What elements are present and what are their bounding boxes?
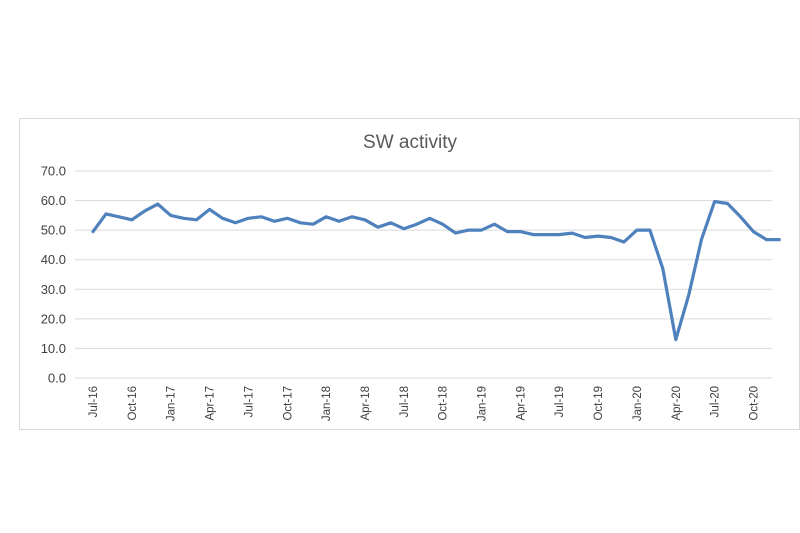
x-tick-label: Apr-19 xyxy=(515,386,527,421)
y-tick-label: 70.0 xyxy=(41,164,66,179)
x-tick-label: Apr-20 xyxy=(671,386,683,421)
series-line-0 xyxy=(91,199,781,342)
chart-container: SW activity 0.0 10.0 20.0 30.0 40.0 50.0 60.0 7… xyxy=(19,118,800,430)
y-tick-label: 50.0 xyxy=(41,223,66,238)
y-tick-label: 0.0 xyxy=(48,371,66,386)
x-tick-label: Oct-19 xyxy=(593,386,605,421)
x-tick-label: Jul-16 xyxy=(88,386,100,417)
x-tick-label: Jan-18 xyxy=(321,386,333,421)
chart-title: SW activity xyxy=(363,132,457,153)
line-chart: SW activity 0.0 10.0 20.0 30.0 40.0 50.0 60.0 7… xyxy=(41,132,781,421)
x-tick-label: Oct-18 xyxy=(438,386,450,421)
x-tick-label: Jul-20 xyxy=(710,386,722,417)
x-tick-label: Jul-18 xyxy=(399,386,411,417)
x-tick-label: Oct-20 xyxy=(748,386,760,421)
y-tick-label: 20.0 xyxy=(41,311,66,326)
x-axis-tick-labels: Jul-16 Oct-16 Jan-17 Apr-17 Jul-17 Oct-17 Jan-… xyxy=(88,386,760,421)
y-tick-label: 30.0 xyxy=(41,282,66,297)
x-tick-label: Apr-17 xyxy=(205,386,217,421)
x-tick-label: Apr-18 xyxy=(360,386,372,421)
y-tick-label: 10.0 xyxy=(41,341,66,356)
y-tick-label: 60.0 xyxy=(41,193,66,208)
x-tick-label: Oct-17 xyxy=(282,386,294,421)
x-tick-label: Oct-16 xyxy=(127,386,139,421)
y-axis-tick-labels: 0.0 10.0 20.0 30.0 40.0 50.0 60.0 70.0 xyxy=(41,164,66,386)
x-tick-label: Jul-19 xyxy=(554,386,566,417)
x-tick-label: Jan-17 xyxy=(166,386,178,421)
gridlines xyxy=(75,170,772,379)
y-tick-label: 40.0 xyxy=(41,252,66,267)
x-tick-label: Jan-19 xyxy=(477,386,489,421)
x-tick-label: Jul-17 xyxy=(243,386,255,417)
series-layer xyxy=(91,199,781,342)
x-tick-label: Jan-20 xyxy=(632,386,644,421)
